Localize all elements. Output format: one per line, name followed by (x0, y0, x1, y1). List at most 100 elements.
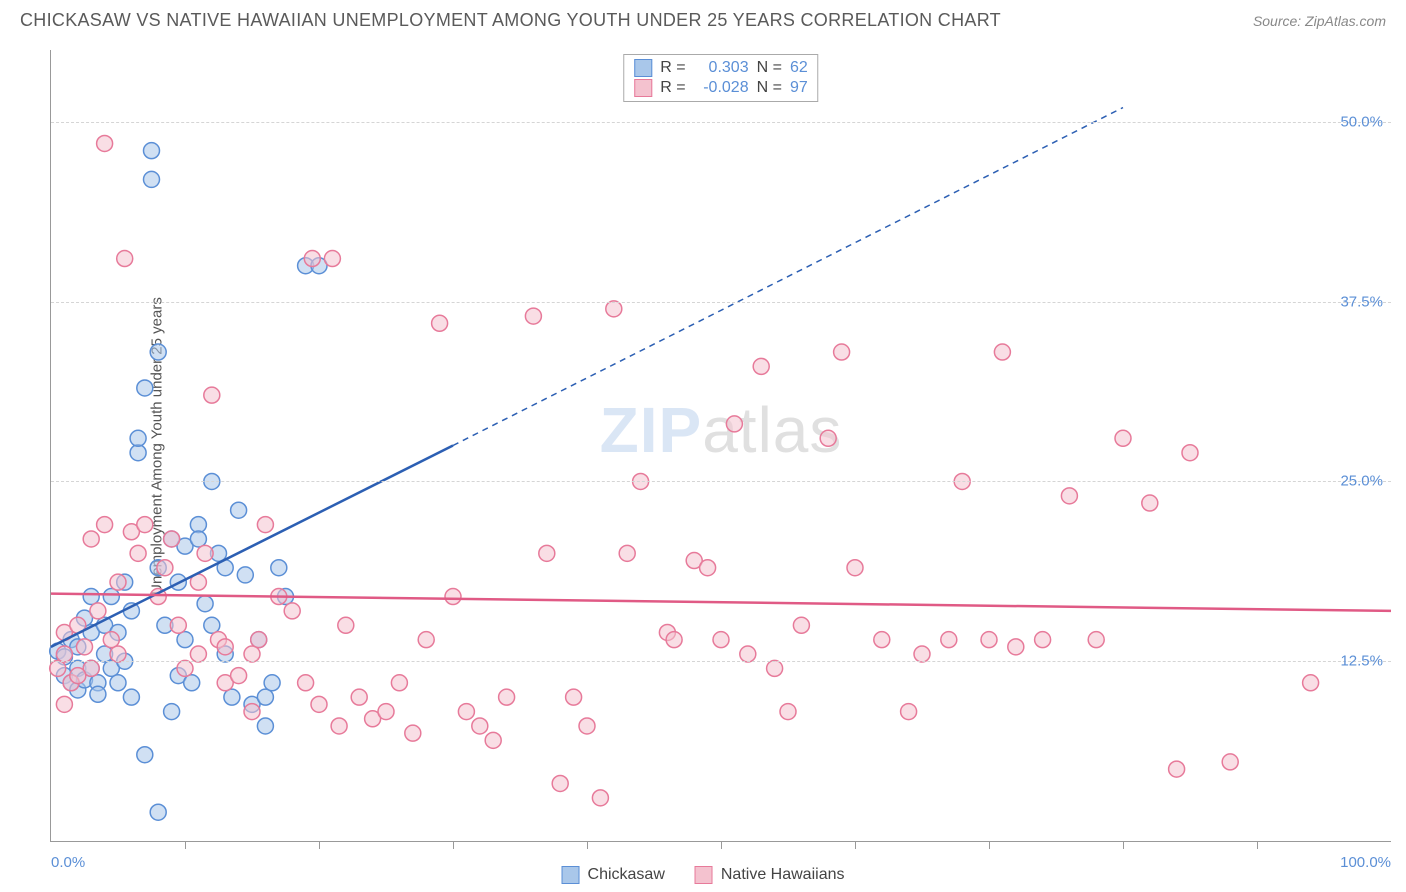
data-point (1222, 754, 1238, 770)
data-point (123, 689, 139, 705)
data-point (251, 632, 267, 648)
data-point (485, 732, 501, 748)
data-point (90, 603, 106, 619)
data-point (83, 589, 99, 605)
data-point (1035, 632, 1051, 648)
data-point (170, 617, 186, 633)
data-point (1182, 445, 1198, 461)
data-point (144, 171, 160, 187)
data-point (834, 344, 850, 360)
data-point (304, 251, 320, 267)
data-point (77, 639, 93, 655)
data-point (117, 251, 133, 267)
data-point (405, 725, 421, 741)
data-point (271, 560, 287, 576)
data-point (130, 430, 146, 446)
regression-line-extrapolated (453, 108, 1123, 446)
data-point (458, 704, 474, 720)
legend-swatch-chickasaw (562, 866, 580, 884)
data-point (666, 632, 682, 648)
regression-line (51, 446, 453, 647)
n-label-0: N = (757, 59, 782, 77)
data-point (177, 632, 193, 648)
data-point (150, 344, 166, 360)
data-point (284, 603, 300, 619)
data-point (244, 646, 260, 662)
data-point (231, 502, 247, 518)
data-point (97, 135, 113, 151)
data-point (90, 686, 106, 702)
data-point (338, 617, 354, 633)
data-point (56, 646, 72, 662)
data-point (1142, 495, 1158, 511)
legend-label-chickasaw: Chickasaw (588, 866, 665, 884)
data-point (539, 545, 555, 561)
stats-row-hawaiian: R = -0.028 N = 97 (634, 79, 807, 97)
data-point (83, 531, 99, 547)
data-point (391, 675, 407, 691)
data-point (941, 632, 957, 648)
data-point (157, 560, 173, 576)
data-point (56, 696, 72, 712)
data-point (224, 689, 240, 705)
correlation-stats-box: R = 0.303 N = 62 R = -0.028 N = 97 (623, 54, 818, 102)
data-point (780, 704, 796, 720)
r-value-1: -0.028 (694, 79, 749, 97)
data-point (1088, 632, 1104, 648)
data-point (793, 617, 809, 633)
regression-line (51, 594, 1391, 611)
data-point (351, 689, 367, 705)
data-point (137, 517, 153, 533)
data-point (110, 646, 126, 662)
data-point (190, 646, 206, 662)
data-point (472, 718, 488, 734)
data-point (204, 617, 220, 633)
n-value-1: 97 (790, 79, 808, 97)
source-attribution: Source: ZipAtlas.com (1253, 13, 1386, 29)
x-axis-min-label: 0.0% (51, 854, 85, 871)
y-tick-label: 50.0% (1340, 113, 1383, 130)
legend-label-hawaiian: Native Hawaiians (721, 866, 845, 884)
stats-row-chickasaw: R = 0.303 N = 62 (634, 59, 807, 77)
data-point (137, 380, 153, 396)
data-point (418, 632, 434, 648)
data-point (130, 445, 146, 461)
data-point (217, 639, 233, 655)
data-point (619, 545, 635, 561)
data-point (237, 567, 253, 583)
data-point (244, 704, 260, 720)
data-point (110, 675, 126, 691)
data-point (264, 675, 280, 691)
data-point (197, 545, 213, 561)
data-point (311, 696, 327, 712)
n-value-0: 62 (790, 59, 808, 77)
data-point (740, 646, 756, 662)
data-point (901, 704, 917, 720)
data-point (753, 358, 769, 374)
chart-header: CHICKASAW VS NATIVE HAWAIIAN UNEMPLOYMEN… (0, 0, 1406, 36)
data-point (592, 790, 608, 806)
data-point (257, 718, 273, 734)
data-point (197, 596, 213, 612)
data-point (177, 660, 193, 676)
data-point (432, 315, 448, 331)
data-point (445, 589, 461, 605)
data-point (994, 344, 1010, 360)
r-label-0: R = (660, 59, 685, 77)
scatter-plot-svg (51, 50, 1391, 841)
data-point (378, 704, 394, 720)
y-tick-label: 12.5% (1340, 653, 1383, 670)
data-point (1008, 639, 1024, 655)
data-point (1061, 488, 1077, 504)
data-point (298, 675, 314, 691)
data-point (70, 668, 86, 684)
data-point (150, 804, 166, 820)
r-value-0: 0.303 (694, 59, 749, 77)
data-point (231, 668, 247, 684)
data-point (103, 632, 119, 648)
data-point (566, 689, 582, 705)
data-point (499, 689, 515, 705)
legend-swatch-hawaiian (695, 866, 713, 884)
chart-title: CHICKASAW VS NATIVE HAWAIIAN UNEMPLOYMEN… (20, 10, 1001, 31)
data-point (184, 675, 200, 691)
